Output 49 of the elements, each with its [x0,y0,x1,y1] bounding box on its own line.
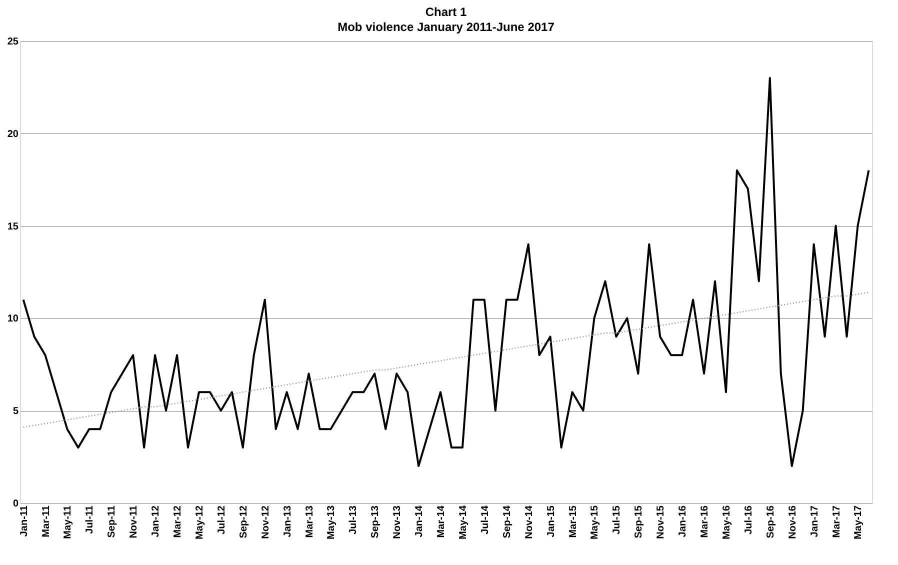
x-tick-label: May-14 [458,505,469,540]
x-tick-label: Nov-14 [524,505,535,539]
y-tick-label: 15 [7,221,19,232]
x-tick-label: Sep-12 [238,505,250,538]
x-tick-label: Sep-14 [502,505,513,538]
x-tick-label: Jan-15 [546,505,557,538]
x-tick-label: Sep-11 [106,505,118,538]
x-tick-label: Nov-15 [656,505,667,539]
x-tick-label: Mar-16 [700,505,711,538]
x-tick-label: May-17 [853,505,864,540]
chart-subtitle: Mob violence January 2011-June 2017 [338,20,555,34]
x-tick-label: Mar-14 [436,505,448,538]
line-series [22,76,870,468]
x-tick-label: Mar-12 [172,505,184,538]
chart-title: Chart 1 [425,5,467,19]
x-tick-label: May-11 [62,505,74,539]
x-tick-label: Mar-13 [304,505,316,538]
x-tick-label: Nov-13 [392,505,404,539]
x-tick-label: Jan-16 [678,505,689,538]
x-tick-label: Jul-16 [743,505,754,534]
x-tick-label: Jan-13 [282,505,294,538]
line-series [22,292,870,428]
x-tick-label: Jul-15 [612,505,623,534]
x-tick-label: Jul-13 [348,505,360,534]
x-tick-label: Jan-17 [809,505,820,538]
y-tick-label: 0 [12,498,19,510]
x-tick-label: May-15 [590,505,601,540]
x-tick-label: Mar-11 [40,505,52,538]
x-tick-label: May-12 [194,505,206,540]
x-tick-label: May-13 [326,505,338,540]
x-tick-label: Jul-12 [216,505,228,534]
y-tick-label: 25 [7,36,19,48]
y-tick-label: 5 [12,406,19,418]
x-tick-label: Nov-12 [260,505,272,539]
x-tick-label: Jul-11 [84,505,96,534]
x-tick-label: Jan-11 [18,505,30,537]
x-tick-label: Nov-16 [787,505,798,539]
y-tick-label: 10 [7,314,19,325]
x-tick-label: May-16 [721,505,732,540]
x-tick-label: Nov-11 [128,505,140,538]
y-tick-label: 20 [7,128,19,140]
x-tick-label: Sep-13 [370,505,382,538]
x-tick-label: Jan-12 [150,505,162,538]
x-tick-label: Sep-16 [765,505,776,538]
x-tick-label: Mar-17 [831,505,842,538]
x-tick-label: Mar-15 [568,505,579,538]
x-tick-label: Jan-14 [414,505,426,538]
x-tick-label: Jul-14 [480,505,491,534]
x-tick-label: Sep-15 [634,505,645,538]
